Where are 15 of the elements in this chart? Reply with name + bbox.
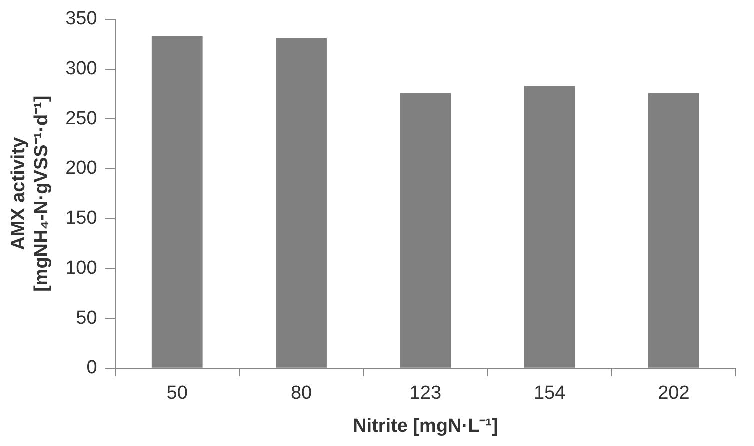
x-axis-title: Nitrite [mgN·L⁻¹] [352, 416, 498, 437]
y-tick-label: 50 [76, 308, 98, 329]
y-tick-label: 200 [66, 158, 98, 180]
y-axis-title: AMX activity [mgNH₄-N·gVSS⁻¹·d⁻¹] [8, 96, 52, 292]
x-tick-label: 154 [534, 383, 566, 404]
y-tick-label: 0 [86, 358, 98, 379]
y-tick-label: 350 [66, 8, 98, 30]
x-tick-label: 80 [290, 383, 312, 404]
x-tick-label: 123 [410, 383, 442, 404]
y-tick-label: 300 [66, 58, 98, 80]
y-tick-label: 250 [66, 108, 98, 130]
y-tick-label: 150 [66, 208, 98, 230]
x-tick-label: 50 [166, 383, 188, 404]
y-tick-label: 100 [66, 258, 98, 279]
x-tick-label: 202 [658, 383, 690, 404]
